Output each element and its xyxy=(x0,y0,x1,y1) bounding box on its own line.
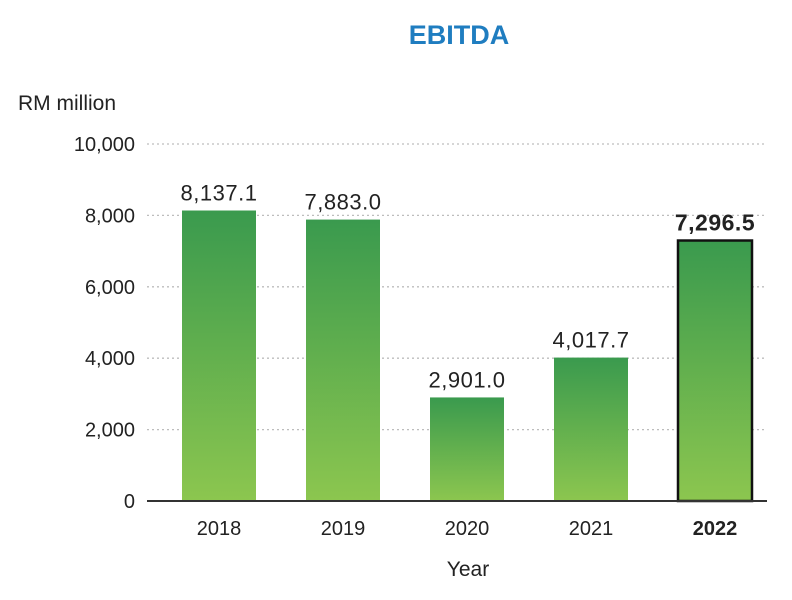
y-tick-label: 4,000 xyxy=(85,348,135,370)
x-tick-label-2018: 2018 xyxy=(197,518,242,540)
value-label-2018: 8,137.1 xyxy=(181,181,258,206)
bar-2020 xyxy=(430,397,504,501)
value-labels: 8,137.1 7,883.0 2,901.0 4,017.7 7,296.5 xyxy=(181,181,755,393)
y-tick-label: 0 xyxy=(124,491,135,513)
value-label-2020: 2,901.0 xyxy=(429,367,506,392)
y-tick-label: 6,000 xyxy=(85,277,135,299)
x-tick-label-2019: 2019 xyxy=(321,518,366,540)
bar-2018 xyxy=(182,210,256,501)
chart-title: EBITDA xyxy=(409,20,510,50)
y-axis-ticks: 0 2,000 4,000 6,000 8,000 10,000 xyxy=(74,134,135,513)
bar-2019 xyxy=(306,219,380,501)
value-label-2019: 7,883.0 xyxy=(305,190,382,215)
y-tick-label: 2,000 xyxy=(85,420,135,442)
x-axis-label: Year xyxy=(447,558,489,581)
bars xyxy=(182,210,754,503)
x-axis-ticks: 2018 2019 2020 2021 2022 xyxy=(197,518,738,540)
value-label-2022: 7,296.5 xyxy=(675,210,755,236)
bar-2022 xyxy=(676,239,754,503)
x-tick-label-2021: 2021 xyxy=(569,518,614,540)
y-tick-label: 8,000 xyxy=(85,205,135,227)
value-label-2021: 4,017.7 xyxy=(553,328,630,353)
bar-2021 xyxy=(554,357,628,501)
y-axis-unit-label: RM million xyxy=(18,92,116,115)
x-tick-label-2022: 2022 xyxy=(693,518,738,540)
x-tick-label-2020: 2020 xyxy=(445,518,490,540)
y-tick-label: 10,000 xyxy=(74,134,135,156)
